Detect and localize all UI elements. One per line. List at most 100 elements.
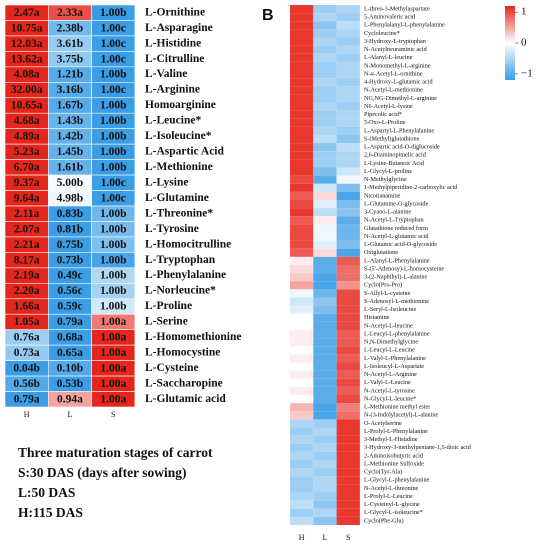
heatmap-cell — [336, 362, 360, 371]
cell-label: 1.00c — [101, 53, 126, 65]
heatmap-cell — [336, 492, 360, 501]
heatmap-cell — [290, 53, 314, 62]
cell-label: 0.94a — [57, 393, 83, 405]
row-label: L-Leucyl-L-Leucine — [364, 347, 415, 354]
heatmap-cell — [313, 395, 337, 404]
heatmap-cell — [336, 135, 360, 144]
heatmap-cell — [313, 37, 337, 46]
heatmap-cell — [313, 224, 337, 233]
cell-label: 1.00b — [100, 270, 127, 282]
cell-label: 1.67b — [57, 100, 84, 112]
heatmap-cell — [336, 435, 360, 444]
heatmap-cell — [290, 370, 314, 379]
row-label: L-Citrulline — [145, 53, 204, 65]
row-label: N-Acetyl-L-tyrosine — [364, 387, 415, 394]
heatmap-cell — [336, 53, 360, 62]
heatmap-cell — [313, 516, 337, 525]
column-label: S — [346, 533, 350, 542]
heatmap-cell — [290, 232, 314, 241]
cell-label: 9.64a — [14, 192, 40, 204]
row-label: L-Aspartic Acid — [145, 146, 225, 158]
heatmap-cell — [336, 443, 360, 452]
heatmap-cell — [313, 256, 337, 265]
cell-label: 2.47a — [14, 7, 40, 19]
heatmap-cell — [313, 151, 337, 160]
cell-label: 1.00a — [100, 332, 126, 344]
row-label: L-Arginine — [145, 84, 200, 96]
row-label: N-α-Acetyl-L-ornithine — [364, 70, 423, 77]
heatmap-cell — [336, 370, 360, 379]
heatmap-cell — [336, 346, 360, 355]
heatmap-cell — [336, 313, 360, 322]
row-label: L-Leucine* — [145, 115, 201, 127]
cell-label: 0.65a — [57, 347, 83, 359]
row-label: L-Lysine — [145, 176, 188, 188]
heatmap-cell — [336, 13, 360, 22]
row-label: S-Adenosyl-L-methionine — [364, 298, 429, 305]
heatmap-cell — [290, 378, 314, 387]
heatmap-cell — [290, 86, 314, 95]
row-label: L-Glutamic acid-O-glycoside — [364, 241, 437, 248]
heatmap-cell — [290, 143, 314, 152]
cell-label: 0.49c — [57, 270, 82, 282]
cell-label: 4.98b — [57, 192, 84, 204]
cell-label: 4.08a — [14, 69, 40, 81]
heatmap-cell — [336, 321, 360, 330]
heatmap-cell — [313, 61, 337, 70]
heatmap-cell — [336, 330, 360, 339]
heatmap-cell — [313, 460, 337, 469]
heatmap-cell — [290, 435, 314, 444]
heatmap-cell — [290, 508, 314, 517]
row-label: N-Methylglycine — [364, 176, 407, 183]
heatmap-cell — [313, 508, 337, 517]
row-label: L-Glycyl-L-proline — [364, 168, 412, 175]
row-label: 3-Hydroxy-L-tryptophan — [364, 38, 426, 45]
heatmap-cell — [313, 110, 337, 119]
heatmap-cell — [290, 500, 314, 509]
heatmap-cell — [313, 305, 337, 314]
cell-label: 6.70a — [14, 161, 40, 173]
heatmap-cell — [290, 70, 314, 79]
row-label: L-Glutamic acid — [145, 393, 226, 405]
heatmap-cell — [290, 200, 314, 209]
row-label: L-Phenylalanine — [145, 269, 226, 281]
heatmap-cell — [290, 516, 314, 525]
heatmap-cell — [313, 216, 337, 225]
heatmap-cell — [313, 167, 337, 176]
heatmap-cell — [290, 289, 314, 298]
heatmap-cell — [336, 289, 360, 298]
heatmap-cell — [290, 460, 314, 469]
row-label: L-Tryptophan — [145, 254, 216, 266]
column-label: L — [68, 410, 73, 419]
heatmap-cell — [336, 70, 360, 79]
column-label: H — [299, 533, 305, 542]
heatmap-cell — [313, 435, 337, 444]
row-label: O-Acetylserine — [364, 420, 402, 427]
heatmap-cell — [313, 346, 337, 355]
cell-label: 1.00b — [100, 161, 127, 173]
heatmap-cell — [336, 78, 360, 87]
row-label: N-Acetyl-L-Arginine — [364, 371, 417, 378]
row-label: L-Ornithine — [145, 6, 205, 18]
heatmap-cell — [336, 508, 360, 517]
heatmap-cell — [336, 248, 360, 257]
heatmap-cell — [290, 5, 314, 14]
heatmap-cell — [313, 338, 337, 347]
heatmap-cell — [290, 265, 314, 274]
heatmap-cell — [313, 330, 337, 339]
heatmap-cell — [290, 159, 314, 168]
heatmap-cell — [313, 13, 337, 22]
heatmap-cell — [313, 94, 337, 103]
heatmap-cell — [290, 362, 314, 371]
row-label: 1-Methylpiperidine-2-carboxylic acid — [364, 184, 458, 191]
heatmap-cell — [290, 451, 314, 460]
row-label: L-Asparagine — [145, 22, 213, 34]
heatmap-cell — [290, 13, 314, 22]
row-label: N-Glycyl-L-leucine* — [364, 395, 416, 402]
heatmap-cell — [290, 321, 314, 330]
cell-label: 1.00b — [100, 69, 127, 81]
heatmap-cell — [290, 492, 314, 501]
heatmap-cell — [290, 354, 314, 363]
row-label: N-Acetyl-L-threonine — [364, 485, 419, 492]
heatmap-cell — [313, 354, 337, 363]
